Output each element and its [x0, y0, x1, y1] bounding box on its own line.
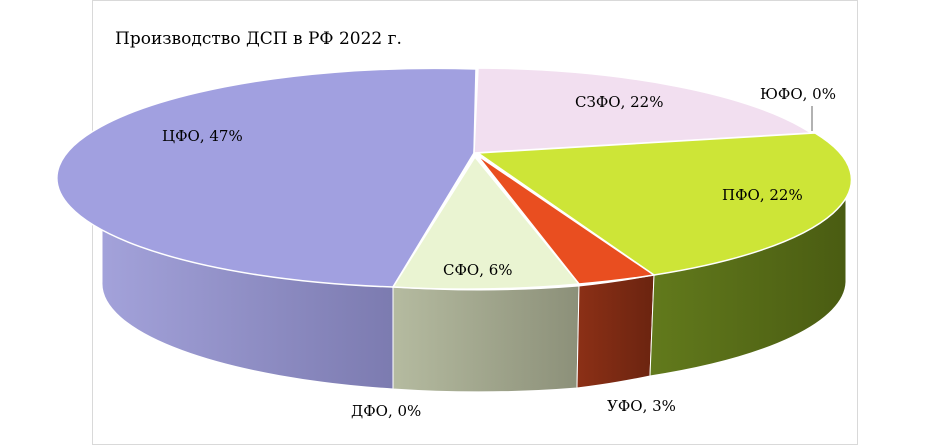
slice-sfo[interactable]: [391, 155, 581, 290]
label-cfo: ЦФО, 47%: [162, 127, 243, 145]
label-ufo: УФО, 3%: [607, 397, 676, 415]
label-sfo: СФО, 6%: [443, 261, 513, 279]
slice-side-ufo: [576, 274, 655, 389]
label-szfo: СЗФО, 22%: [575, 93, 663, 111]
chart-title: Производство ДСП в РФ 2022 г.: [115, 29, 402, 49]
label-dfo: ДФО, 0%: [351, 402, 421, 420]
label-yufo: ЮФО, 0%: [760, 85, 836, 103]
label-pfo: ПФО, 22%: [722, 186, 803, 204]
slice-szfo[interactable]: [473, 67, 814, 154]
slice-cfo[interactable]: [56, 67, 477, 288]
slice-pfo[interactable]: [475, 132, 853, 276]
slice-side-sfo: [392, 285, 580, 393]
